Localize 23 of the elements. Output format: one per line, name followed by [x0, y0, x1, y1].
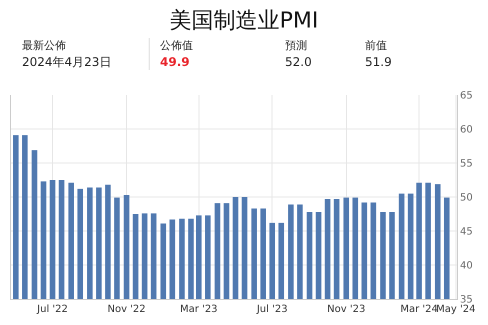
x-tick-label: Nov '23	[327, 304, 366, 315]
y-tick-label: 55	[460, 158, 473, 170]
y-tick-label: 65	[460, 90, 473, 102]
x-tick-label: Jul '22	[36, 304, 68, 315]
x-tick-label: May '24	[436, 304, 476, 315]
y-tick-label: 40	[460, 260, 473, 272]
text: 2024年4月23日	[22, 55, 112, 69]
x-tick-label: Mar '24	[400, 304, 438, 315]
x-tick-label: Mar '23	[180, 304, 218, 315]
text: 公佈值	[160, 39, 193, 52]
text: 前值	[365, 39, 387, 52]
x-tick-label: Nov '22	[107, 304, 146, 315]
text: 51.9	[365, 55, 392, 69]
y-tick-label: 60	[460, 124, 473, 136]
y-tick-label: 50	[460, 192, 473, 204]
text: 預測	[285, 39, 307, 52]
text: 最新公佈	[22, 39, 66, 52]
y-tick-label: 35	[460, 294, 473, 306]
x-tick-label: Jul '23	[256, 304, 288, 315]
text: 49.9	[160, 55, 190, 69]
chart-title: 美国制造业PMI	[170, 8, 318, 34]
y-tick-label: 45	[460, 226, 473, 238]
text: 52.0	[285, 55, 312, 69]
